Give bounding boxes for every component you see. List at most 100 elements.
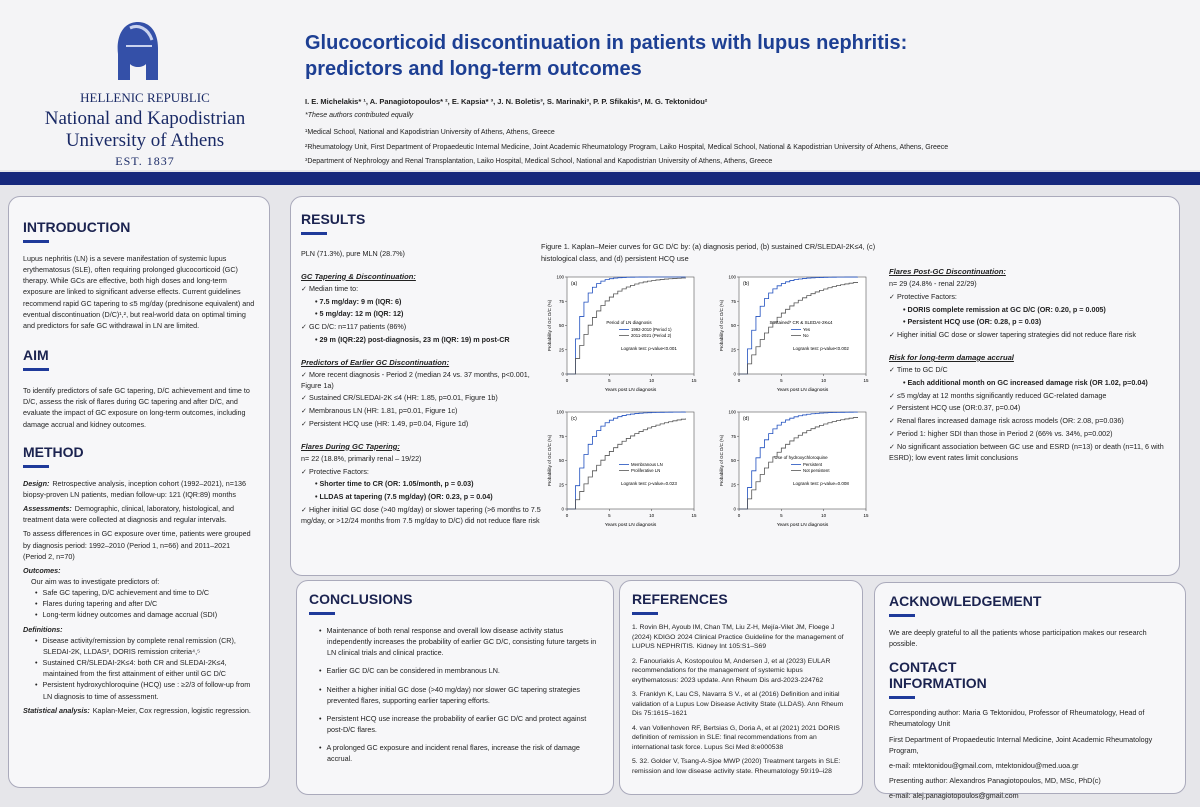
affiliation: ³Department of Nephrology and Renal Tran… xyxy=(305,158,773,166)
y-tick-label: 50 xyxy=(559,323,565,328)
result-item: ✓ More recent diagnosis - Period 2 (medi… xyxy=(301,369,530,390)
y-tick-label: 100 xyxy=(728,275,736,280)
x-tick-label: 15 xyxy=(863,378,869,383)
km-curve xyxy=(567,411,686,510)
result-item: n= 22 (18.8%, primarily renal – 19/22) xyxy=(301,453,422,463)
contact-line: e-mail: mtektonidou@gmail.com, mtektonid… xyxy=(889,760,1079,770)
result-item: ✓ ≤5 mg/day at 12 months significantly r… xyxy=(889,390,1107,400)
affiliation: ¹Medical School, National and Kapodistri… xyxy=(305,129,555,136)
method-item: Outcomes: Our aim was to investigate pred… xyxy=(23,565,255,621)
y-tick-label: 50 xyxy=(731,458,737,463)
legend-title: Use of hydroxychloroquine xyxy=(774,455,828,460)
logrank-test: Logrank test: p-value<0.002 xyxy=(793,346,849,351)
established: EST. 1837 xyxy=(115,154,175,168)
results-panel: RESULTS PLN (71.3%), pure MLN (28.7%) GC… xyxy=(290,196,1180,576)
plot-frame xyxy=(566,276,695,375)
result-item: • 7.5 mg/day: 9 m (IQR: 6) xyxy=(315,296,402,306)
subsection-heading: Flares During GC Tapering: xyxy=(301,441,400,451)
result-item: • DORIS complete remission at GC D/C (OR… xyxy=(903,304,1106,314)
result-item: ✓ Protective Factors: xyxy=(889,291,957,301)
acknowledgement-panel: ACKNOWLEDGEMENT We are deeply grateful t… xyxy=(874,582,1186,800)
subsection-heading: Risk for long-term damage accrual xyxy=(889,352,1014,362)
affiliations: ¹Medical School, National and Kapodistri… xyxy=(305,126,1185,170)
poster-title: Glucocorticoid discontinuation in patien… xyxy=(305,32,908,80)
result-item: ✓ Median time to: xyxy=(301,283,359,293)
method-text: Demographic, clinical, laboratory, histo… xyxy=(23,504,235,525)
x-tick-label: 10 xyxy=(821,513,827,518)
y-tick-label: 0 xyxy=(561,372,564,377)
section-heading: ACKNOWLEDGEMENT xyxy=(889,593,1171,617)
result-item: ✓ Renal flares increased damage risk acr… xyxy=(889,416,1124,426)
km-panel: 0 25 50 75 100 0 5 10 15 Years post LN diagnosis P… xyxy=(719,410,869,529)
subsection-heading: GC Tapering & Discontinuation: xyxy=(301,271,416,281)
method-bullet: Safe GC tapering, D/C achievement and ti… xyxy=(33,587,255,598)
panel-letter: (c) xyxy=(571,416,577,422)
y-axis-label: Probability of GC D/C (%) xyxy=(719,434,724,486)
result-item: • 5 mg/day: 12 m (IQR: 12) xyxy=(315,309,404,319)
subsection-heading: Predictors of Earlier GC Discontinuation… xyxy=(301,357,450,367)
panel-letter: (b) xyxy=(743,281,749,287)
method-label: Definitions: xyxy=(23,624,63,634)
reference-item: 4. van Vollenhoven RF, Bertsias G, Doria… xyxy=(632,724,840,751)
y-tick-label: 75 xyxy=(559,299,565,304)
university-name: University of Athens xyxy=(65,130,225,151)
conclusion-item: Maintenance of both renal response and o… xyxy=(317,625,601,658)
x-tick-label: 15 xyxy=(863,513,869,518)
section-heading: CONCLUSIONS xyxy=(309,591,601,615)
legend-title: Sustained* CR & SLEDAI-2K≤4 xyxy=(770,320,833,325)
km-curve xyxy=(739,416,858,510)
y-tick-label: 0 xyxy=(733,372,736,377)
y-tick-label: 50 xyxy=(731,323,737,328)
x-tick-label: 0 xyxy=(738,378,741,383)
results-left: PLN (71.3%), pure MLN (28.7%) GC Taperin… xyxy=(301,247,546,529)
x-tick-label: 0 xyxy=(566,513,569,518)
panel-letter: (a) xyxy=(571,281,577,287)
conclusions-panel: CONCLUSIONS Maintenance of both renal re… xyxy=(296,580,614,795)
y-tick-label: 0 xyxy=(733,507,736,512)
km-curve xyxy=(739,276,858,375)
plot-frame xyxy=(738,411,867,510)
method-text: Retrospective analysis, inception cohort… xyxy=(23,478,246,499)
section-heading: CONTACT INFORMATION xyxy=(889,659,1039,699)
km-panel: 0 25 50 75 100 0 5 10 15 Years post LN diagnosis P… xyxy=(719,275,869,394)
y-tick-label: 50 xyxy=(559,458,565,463)
x-tick-label: 5 xyxy=(780,513,783,518)
result-item: ✓ No significant association between GC … xyxy=(889,441,1164,462)
x-axis-label: Years post LN diagnosis xyxy=(777,522,829,528)
y-tick-label: 75 xyxy=(559,434,565,439)
logrank-test: Logrank test: p-value<0.001 xyxy=(621,346,677,351)
section-heading: INTRODUCTION xyxy=(23,219,255,243)
header-band xyxy=(0,172,1200,185)
result-item: n= 29 (24.8% - renal 22/29) xyxy=(889,279,977,288)
method-bullet: Long-term kidney outcomes and damage acc… xyxy=(33,609,255,620)
figure-caption: Figure 1. Kaplan–Meier curves for GC D/C… xyxy=(541,242,876,263)
result-item: • Each additional month on GC increased … xyxy=(903,377,1148,387)
section-heading: REFERENCES xyxy=(632,591,850,615)
method-label: Outcomes: xyxy=(23,565,61,575)
left-panel: INTRODUCTION Lupus nephritis (LN) is a s… xyxy=(8,196,270,788)
section-heading: METHOD xyxy=(23,444,255,468)
affiliation: ²Rheumatology Unit, First Department of … xyxy=(305,143,949,151)
y-tick-label: 75 xyxy=(731,299,737,304)
result-item: PLN (71.3%), pure MLN (28.7%) xyxy=(301,249,405,258)
y-axis-label: Probability of GC D/C (%) xyxy=(547,434,552,486)
method-bullet: Persistent hydroxychloroquine (HCQ) use … xyxy=(33,679,255,701)
y-tick-label: 25 xyxy=(559,347,565,352)
legend-title: Period of LN diagnosis xyxy=(606,320,652,325)
contact-lines: Corresponding author: Maria G Tektonidou… xyxy=(889,707,1171,801)
conclusion-item: Persistent HCQ use increase the probabil… xyxy=(317,713,601,735)
author-note: *These authors contributed equally xyxy=(305,112,414,119)
legend-label: 1992-2010 (Period 1) xyxy=(631,327,672,332)
contact-line: First Department of Propaedeutic Interna… xyxy=(889,734,1153,755)
km-curve xyxy=(567,418,686,510)
reference-item: 5. 32. Golder V, Tsang-A-Sjoe MWP (2020)… xyxy=(632,758,841,775)
result-item: ✓ Membranous LN (HR: 1.81, p=0.01, Figur… xyxy=(301,406,458,416)
x-tick-label: 10 xyxy=(649,513,655,518)
x-tick-label: 15 xyxy=(691,513,697,518)
y-tick-label: 25 xyxy=(731,482,737,487)
result-item: ✓ Period 1: higher SDI than those in Per… xyxy=(889,428,1113,438)
references-panel: REFERENCES 1. Rovin BH, Ayoub IM, Chan T… xyxy=(619,580,863,795)
x-axis-label: Years post LN diagnosis xyxy=(777,387,829,393)
y-tick-label: 100 xyxy=(556,275,564,280)
